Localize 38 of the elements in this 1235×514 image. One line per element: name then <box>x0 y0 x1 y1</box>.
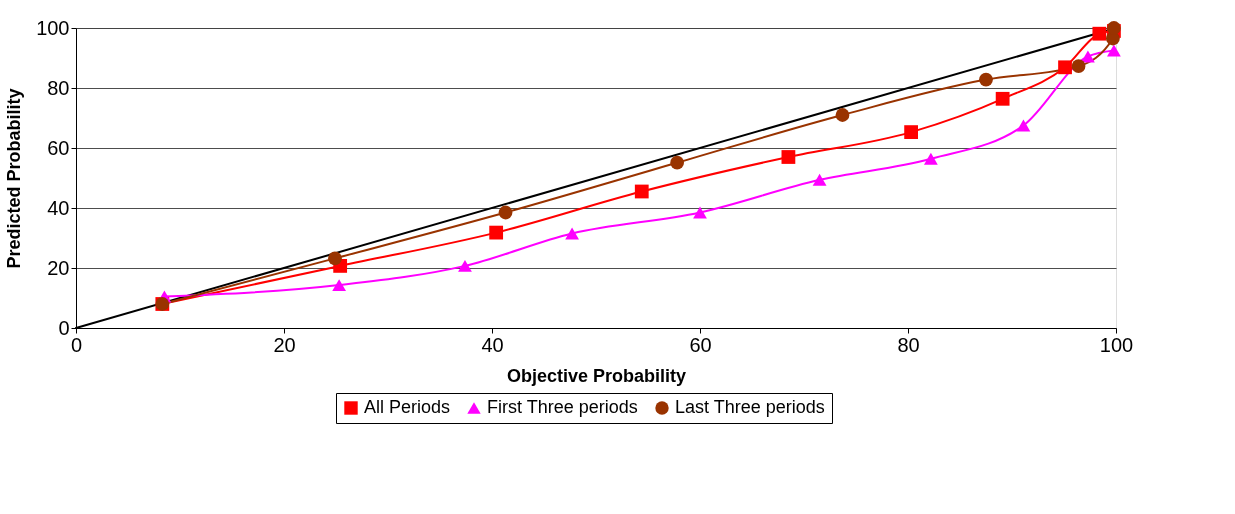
point <box>923 152 938 165</box>
x-tick-label: 60 <box>689 333 712 356</box>
point <box>693 206 707 219</box>
x-tick-label: 20 <box>273 333 296 356</box>
point <box>332 279 347 292</box>
point <box>634 184 649 199</box>
y-tick-label: 60 <box>47 136 70 159</box>
point <box>1107 44 1121 57</box>
point <box>979 72 993 87</box>
y-tick-label: 40 <box>47 196 70 219</box>
x-axis-title: Objective Probability <box>506 365 687 386</box>
point <box>812 173 827 186</box>
point <box>1081 50 1095 63</box>
point <box>1016 119 1031 132</box>
y-tick-label: 80 <box>47 76 70 99</box>
x-tick-label: 40 <box>481 333 504 356</box>
y-axis-title: Predicted Probability <box>4 88 25 269</box>
x-tick-label: 100 <box>1099 333 1134 356</box>
y-tick-label: 20 <box>47 256 70 279</box>
point <box>670 155 685 170</box>
point <box>1058 60 1072 75</box>
point <box>835 108 850 122</box>
point <box>458 259 472 272</box>
x-tick-label: 80 <box>897 333 920 356</box>
point <box>995 91 1010 106</box>
y-tick-label: 100 <box>36 16 70 39</box>
point <box>565 227 579 240</box>
legend-label: First Three periods <box>487 397 638 417</box>
legend-label: All Periods <box>364 397 451 417</box>
point <box>904 125 919 139</box>
y-tick-label: 0 <box>58 316 70 339</box>
point <box>328 251 342 266</box>
point <box>1071 59 1086 73</box>
point <box>498 205 513 220</box>
point <box>781 150 796 164</box>
legend-label: Last Three periods <box>675 397 825 417</box>
point <box>1092 26 1107 41</box>
point <box>489 225 504 240</box>
